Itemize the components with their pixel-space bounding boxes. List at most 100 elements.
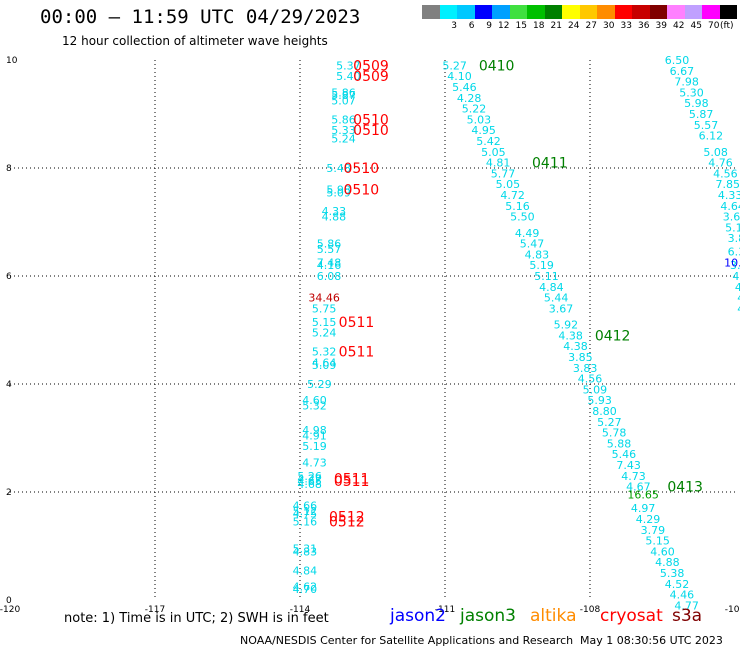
pass-label: 0510	[344, 161, 380, 177]
color-scale-swatch: 18	[527, 5, 545, 31]
pass-label: 0511	[334, 474, 370, 490]
wave-height-point: 5.12	[293, 505, 318, 518]
wave-height-point: 5.42	[476, 135, 501, 148]
wave-height-point: 4.75	[293, 508, 318, 521]
wave-height-point: 4.83	[525, 248, 550, 261]
color-scale-label: 6	[468, 21, 475, 31]
wave-height-point: 4.29	[636, 513, 661, 526]
wave-height-point: 4.33	[322, 205, 347, 218]
wave-height-point: 5.05	[481, 146, 506, 159]
color-scale-swatch: 6	[457, 5, 475, 31]
color-scale-swatch: 36	[632, 5, 650, 31]
footer-agency: NOAA/NESDIS Center for Satellite Applica…	[240, 634, 574, 647]
wave-height-point: 4.00	[735, 281, 740, 294]
wave-height-point: 4.55	[737, 292, 740, 305]
wave-height-point: 5.87	[689, 108, 714, 121]
wave-height-point: 5.92	[554, 319, 579, 332]
color-scale-swatch: 33	[614, 5, 632, 31]
color-scale-label: 15	[515, 21, 527, 31]
wave-height-point: 5.16	[505, 200, 530, 213]
wave-height-point: 8.80	[592, 405, 617, 418]
color-scale-label: 45	[690, 21, 702, 31]
color-scale: 3 6 9 12 15 18 21 24 27 30 33 36 39 42 45 70	[422, 5, 737, 31]
wave-height-point: 5.13	[725, 221, 740, 234]
wave-height-point: 5.05	[496, 178, 521, 191]
wave-height-point: 5.46	[452, 81, 477, 94]
wave-height-point: 4.73	[621, 470, 646, 483]
pass-label: 0510	[353, 123, 389, 139]
wave-height-point: 4.60	[302, 394, 327, 407]
wave-height-point: 5.86	[317, 238, 342, 251]
wave-height-point: 4.98	[302, 424, 327, 437]
wave-height-point: 5.86	[331, 86, 356, 99]
x-tick-label: -108	[580, 605, 601, 615]
color-scale-swatch: 27	[579, 5, 597, 31]
wave-height-point: 5.09	[326, 186, 351, 199]
color-scale-label: 27	[585, 21, 597, 31]
wave-height-point: 5.44	[544, 292, 569, 305]
wave-height-point: 3.79	[641, 524, 666, 537]
color-scale-label: 39	[655, 21, 667, 31]
wave-height-point: 5.27	[442, 59, 467, 72]
wave-height-point: 7.98	[674, 76, 699, 89]
wave-height-point: 5.19	[302, 440, 327, 453]
legend-entry-jason2: jason2	[390, 606, 446, 626]
pass-label: 0510	[353, 112, 389, 128]
wave-height-point: 5.98	[326, 184, 351, 197]
wave-height-point: 6.50	[665, 54, 690, 67]
color-scale-swatch: 42	[667, 5, 685, 31]
wave-height-point: 4.88	[655, 556, 680, 569]
x-tick-label: -111	[435, 605, 455, 615]
wave-height-point: 6.67	[670, 65, 695, 78]
wave-height-point: 6.39	[728, 246, 740, 259]
footer-generated: May 1 08:30:56 UTC 2023	[580, 634, 723, 647]
wave-height-point: 4.38	[558, 329, 583, 342]
wave-height-point: 5.47	[520, 238, 545, 251]
pass-label: 0413	[667, 480, 703, 496]
pass-label: 0509	[353, 58, 389, 74]
legend-entry-s3a: s3a	[672, 606, 703, 626]
pass-label: 0412	[595, 328, 631, 344]
wave-height-point: 4.77	[674, 599, 699, 612]
color-scale-label: 36	[638, 21, 650, 31]
color-scale-swatch: 15	[509, 5, 527, 31]
wave-height-point: 4.84	[293, 564, 318, 577]
wave-height-point: 4.64	[720, 200, 740, 213]
color-scale-swatch	[422, 5, 440, 19]
wave-height-point: 5.46	[612, 448, 637, 461]
wave-height-point: 5.57	[317, 243, 342, 256]
wave-height-point: 5.15	[312, 316, 337, 329]
pass-label: 0411	[532, 156, 568, 172]
wave-height-point: 4.33	[718, 189, 740, 202]
color-scale-label: 3	[451, 21, 457, 31]
wave-height-point: 5.09	[312, 359, 337, 372]
wave-height-point: 4.97	[631, 502, 656, 515]
pass-label: 0511	[339, 315, 375, 331]
color-scale-swatch: 39	[649, 5, 667, 31]
wave-height-point: 6.08	[317, 270, 342, 283]
color-scale-swatch: 70	[702, 5, 720, 31]
wave-height-point: 5.30	[679, 86, 704, 99]
footer-note: note: 1) Time is in UTC; 2) SWH is in fe…	[64, 611, 329, 626]
wave-height-point: 4.16	[317, 259, 342, 272]
wave-height-point: 5.09	[583, 383, 608, 396]
color-scale-label: 12	[498, 21, 510, 31]
pass-label: 0509	[353, 69, 389, 85]
wave-height-point: 3.83	[573, 362, 598, 375]
y-tick-label: 2	[6, 488, 12, 498]
color-scale-swatch: 21	[544, 5, 562, 31]
wave-height-point: 4.84	[539, 281, 564, 294]
wave-height-point: 5.26	[297, 470, 322, 483]
wave-height-point: 4.70	[293, 583, 318, 596]
wave-height-point: 5.93	[587, 394, 612, 407]
wave-height-point: 4.67	[626, 481, 651, 494]
color-scale-label: 24	[568, 21, 580, 31]
color-scale-label: 42	[673, 21, 685, 31]
color-scale-label: 70	[708, 21, 720, 31]
wave-height-point: 5.87	[331, 89, 356, 102]
wave-height-point: 7.43	[616, 459, 641, 472]
x-tick-label: -114	[290, 605, 311, 615]
wave-height-point: 4.68	[297, 478, 322, 491]
wave-height-point: 5.33	[331, 124, 356, 137]
